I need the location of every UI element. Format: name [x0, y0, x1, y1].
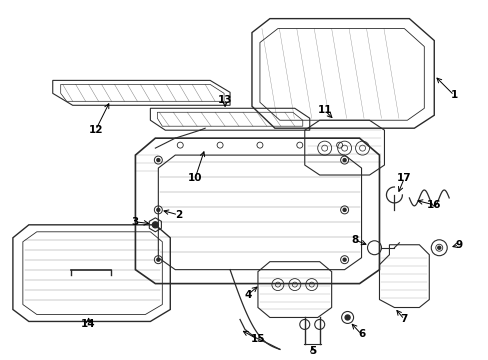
Text: 10: 10: [187, 173, 202, 183]
Text: 17: 17: [396, 173, 411, 183]
Circle shape: [157, 159, 160, 162]
Text: 15: 15: [250, 334, 264, 345]
Text: 12: 12: [88, 125, 102, 135]
Circle shape: [343, 208, 346, 211]
Text: 2: 2: [174, 210, 182, 220]
Text: 8: 8: [350, 235, 358, 245]
Text: 7: 7: [400, 314, 407, 324]
Circle shape: [343, 159, 346, 162]
Text: 16: 16: [426, 200, 441, 210]
Circle shape: [152, 222, 158, 228]
Circle shape: [343, 258, 346, 261]
Text: 1: 1: [449, 90, 457, 100]
Circle shape: [345, 315, 349, 320]
Text: 14: 14: [81, 319, 96, 329]
Text: 9: 9: [455, 240, 462, 250]
Text: 5: 5: [308, 346, 316, 356]
Text: 6: 6: [357, 329, 365, 339]
Circle shape: [157, 258, 160, 261]
Text: 4: 4: [244, 289, 251, 300]
Text: 13: 13: [217, 95, 232, 105]
Circle shape: [437, 246, 440, 249]
Text: 3: 3: [132, 217, 139, 227]
Circle shape: [157, 208, 160, 211]
Text: 11: 11: [317, 105, 331, 115]
